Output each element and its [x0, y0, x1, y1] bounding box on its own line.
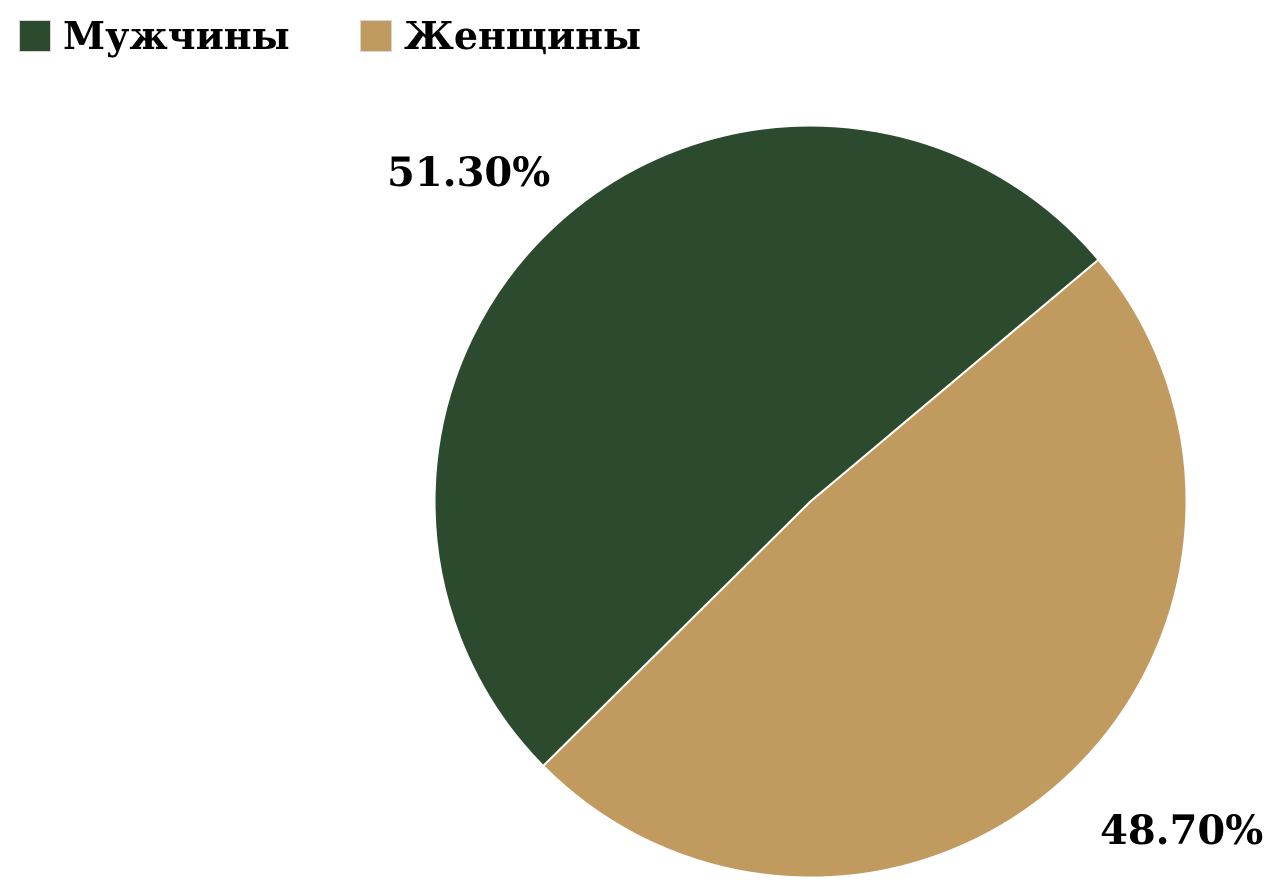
data-label-men: 51.30%	[387, 149, 551, 196]
legend-swatch-women-icon	[360, 20, 392, 52]
legend-item-men[interactable]: Мужчины	[19, 16, 290, 56]
pie-slice-women[interactable]	[542, 258, 1188, 879]
legend-item-women[interactable]: Женщины	[360, 16, 641, 56]
data-label-women: 48.70%	[1100, 807, 1264, 854]
legend-label-women: Женщины	[404, 13, 642, 58]
legend-label-men: Мужчины	[63, 13, 290, 58]
pie-slice-men[interactable]	[433, 124, 1100, 767]
legend-swatch-men-icon	[19, 20, 51, 52]
pie-chart	[433, 124, 1188, 879]
